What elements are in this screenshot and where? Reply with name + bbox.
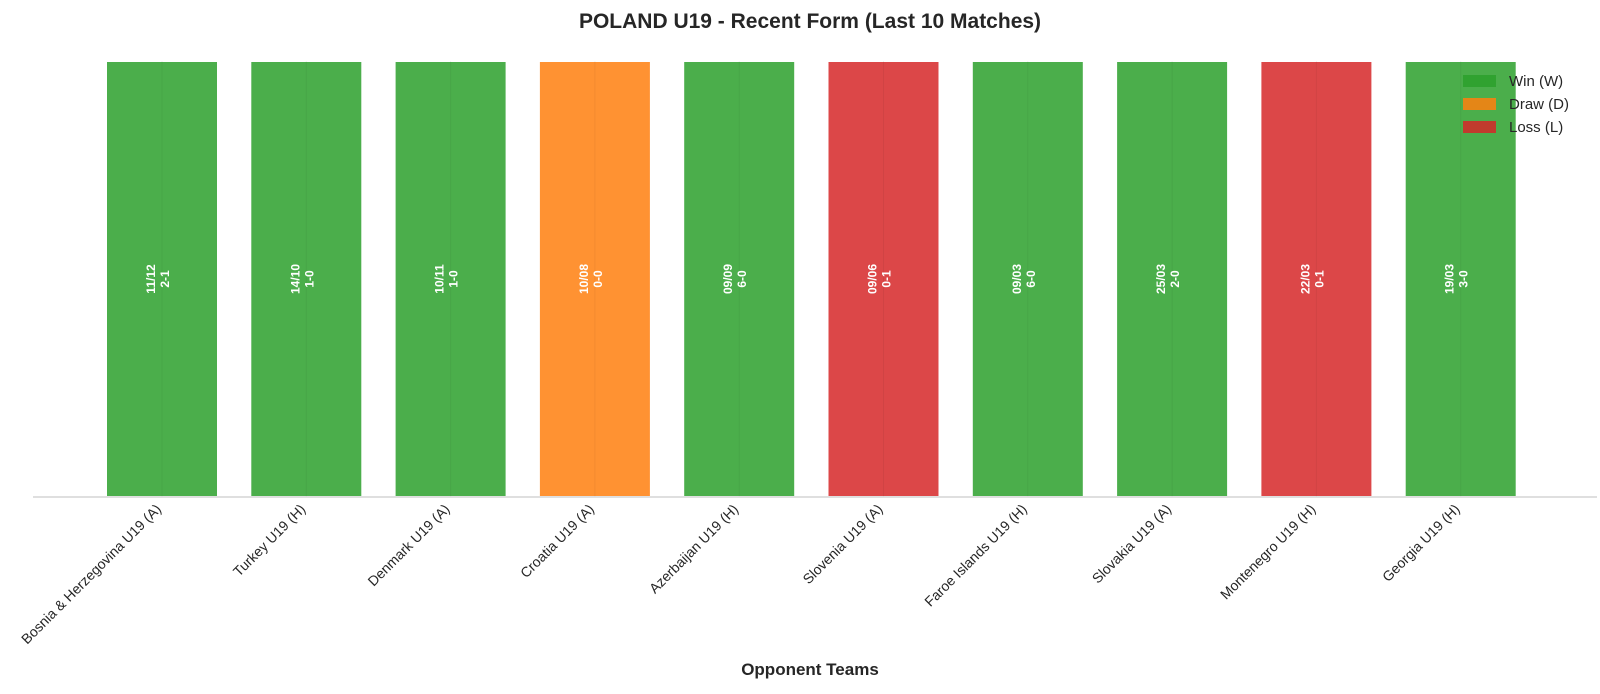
bar-3 [393, 60, 508, 498]
bar-1 [105, 60, 219, 498]
bar-score-label: 0-1 [880, 270, 894, 288]
bar-date-label: 11/12 [144, 264, 158, 294]
x-tick-label: Faroe Islands U19 (H) [921, 501, 1030, 610]
bar-score-label: 1-0 [447, 270, 461, 288]
bar-date-label: 09/09 [721, 264, 735, 294]
bar-8 [1115, 60, 1230, 498]
bar-date-label: 25/03 [1154, 264, 1168, 294]
legend-swatch-l [1463, 121, 1496, 133]
bar-score-label: 6-0 [1024, 270, 1038, 288]
legend-swatch-d [1463, 98, 1496, 110]
chart-title: POLAND U19 - Recent Form (Last 10 Matche… [579, 10, 1041, 33]
bar-date-label: 09/03 [1010, 264, 1024, 294]
x-axis-label: Opponent Teams [741, 660, 879, 679]
x-tick-label: Azerbaijan U19 (H) [646, 501, 742, 597]
bar-2 [249, 60, 364, 498]
x-tick-label: Croatia U19 (A) [517, 501, 597, 581]
x-tick-label: Denmark U19 (A) [364, 501, 452, 589]
x-tick-label: Bosnia & Herzegovina U19 (A) [18, 501, 164, 647]
bars-layer: 11/12 2-1 14/10 1-0 10/11 1-0 10/08 0-0 09/09 6-0… [105, 60, 1518, 498]
x-tick-label: Slovenia U19 (A) [799, 501, 885, 587]
bar-date-label: 10/11 [433, 264, 447, 294]
bar-date-label: 14/10 [288, 264, 302, 294]
bar-date-label: 22/03 [1298, 264, 1312, 294]
bar-score-label: 2-1 [158, 270, 172, 288]
x-tick-labels: Bosnia & Herzegovina U19 (A) Turkey U19 (… [18, 501, 1463, 647]
bar-score-label: 2-0 [1168, 270, 1182, 288]
bar-4 [537, 60, 652, 498]
legend-label-w: Win (W) [1509, 73, 1563, 90]
bar-date-label: 19/03 [1443, 264, 1457, 294]
x-tick-label: Slovakia U19 (A) [1089, 501, 1175, 587]
bar-score-label: 3-0 [1457, 270, 1471, 288]
bar-10 [1403, 60, 1518, 498]
bar-7 [970, 60, 1085, 498]
bar-6 [826, 60, 941, 498]
bar-score-label: 0-1 [1312, 270, 1326, 288]
bar-score-label: 0-0 [591, 270, 605, 288]
bar-date-label: 09/06 [866, 264, 880, 294]
legend-label-l: Loss (L) [1509, 119, 1563, 136]
bar-5 [682, 60, 797, 498]
legend-swatch-w [1463, 75, 1496, 87]
legend: Win (W) Draw (D) Loss (L) [1463, 73, 1569, 136]
bar-date-label: 10/08 [577, 264, 591, 294]
x-tick-label: Montenegro U19 (H) [1217, 501, 1319, 603]
bar-score-label: 1-0 [302, 270, 316, 288]
x-tick-label: Georgia U19 (H) [1379, 501, 1463, 585]
x-tick-label: Turkey U19 (H) [230, 501, 309, 580]
legend-label-d: Draw (D) [1509, 96, 1569, 113]
bar-score-label: 6-0 [735, 270, 749, 288]
